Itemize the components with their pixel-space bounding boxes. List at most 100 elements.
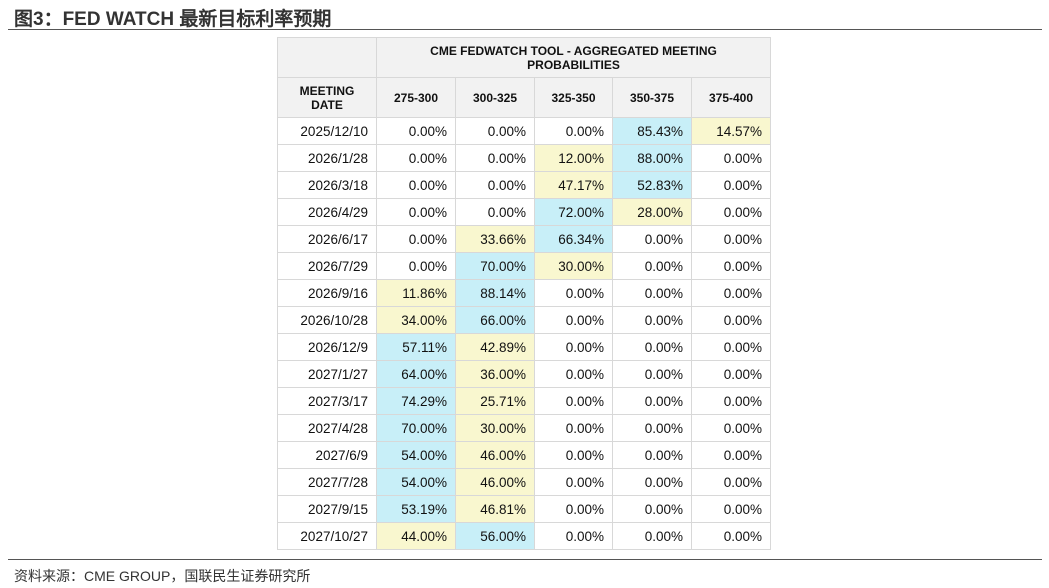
- probability-cell: 0.00%: [691, 495, 771, 523]
- meeting-date: 2027/7/28: [277, 468, 377, 496]
- probability-cell: 0.00%: [376, 171, 456, 199]
- data-row: 2027/6/9 54.00% 46.00% 0.00% 0.00% 0.00%: [277, 441, 771, 469]
- title: 图3：FED WATCH 最新目标利率预期: [14, 9, 332, 30]
- probability-cell: 42.89%: [455, 333, 535, 361]
- rule: [8, 559, 1042, 560]
- probability-cell: 0.00%: [455, 198, 535, 226]
- probability-cell: 0.00%: [455, 144, 535, 172]
- probability-cell: 70.00%: [376, 414, 456, 442]
- probability-cell: 0.00%: [691, 333, 771, 361]
- probability-table: CME FEDWATCH TOOL - AGGREGATED MEETING P…: [277, 37, 771, 550]
- source: 资料来源：CME GROUP，国联民生证券研究所: [14, 568, 311, 584]
- meeting-date: 2025/12/10: [277, 117, 377, 145]
- probability-cell: 0.00%: [534, 360, 613, 388]
- probability-cell: 33.66%: [455, 225, 535, 253]
- meeting-date: 2026/9/16: [277, 279, 377, 307]
- probability-cell: 0.00%: [534, 279, 613, 307]
- probability-cell: 0.00%: [455, 117, 535, 145]
- header-row: CME FEDWATCH TOOL - AGGREGATED MEETING P…: [277, 37, 771, 78]
- probability-cell: 0.00%: [376, 198, 456, 226]
- probability-cell: 0.00%: [691, 144, 771, 172]
- probability-cell: 66.34%: [534, 225, 613, 253]
- meeting-date: 2026/10/28: [277, 306, 377, 334]
- data-row: 2026/4/29 0.00% 0.00% 72.00% 28.00% 0.00%: [277, 198, 771, 226]
- probability-cell: 0.00%: [534, 387, 613, 415]
- column-header: 300-325: [455, 77, 535, 118]
- data-row: 2027/1/27 64.00% 36.00% 0.00% 0.00% 0.00%: [277, 360, 771, 388]
- probability-cell: 0.00%: [691, 171, 771, 199]
- probability-cell: 46.81%: [455, 495, 535, 523]
- probability-cell: 0.00%: [691, 387, 771, 415]
- probability-cell: 0.00%: [612, 522, 692, 550]
- data-row: 2027/10/27 44.00% 56.00% 0.00% 0.00% 0.00%: [277, 522, 771, 550]
- meeting-date: 2026/1/28: [277, 144, 377, 172]
- probability-cell: 52.83%: [612, 171, 692, 199]
- rule: [8, 29, 1042, 30]
- meeting-date: 2026/7/29: [277, 252, 377, 280]
- probability-cell: 0.00%: [612, 279, 692, 307]
- meeting-date: 2027/10/27: [277, 522, 377, 550]
- probability-cell: 0.00%: [612, 441, 692, 469]
- probability-cell: 72.00%: [534, 198, 613, 226]
- probability-cell: 0.00%: [534, 117, 613, 145]
- meeting-date: 2027/3/17: [277, 387, 377, 415]
- data-row: 2027/4/28 70.00% 30.00% 0.00% 0.00% 0.00%: [277, 414, 771, 442]
- data-row: 2027/9/15 53.19% 46.81% 0.00% 0.00% 0.00%: [277, 495, 771, 523]
- data-row: 2026/10/28 34.00% 66.00% 0.00% 0.00% 0.00%: [277, 306, 771, 334]
- probability-cell: 0.00%: [691, 279, 771, 307]
- probability-cell: 0.00%: [612, 333, 692, 361]
- meeting-date: 2026/4/29: [277, 198, 377, 226]
- meeting-date: 2026/6/17: [277, 225, 377, 253]
- meeting-date: 2027/1/27: [277, 360, 377, 388]
- probability-cell: 70.00%: [455, 252, 535, 280]
- probability-cell: 0.00%: [376, 225, 456, 253]
- column-header: 350-375: [612, 77, 692, 118]
- probability-cell: 0.00%: [691, 225, 771, 253]
- probability-cell: 44.00%: [376, 522, 456, 550]
- probability-cell: 53.19%: [376, 495, 456, 523]
- probability-cell: 0.00%: [455, 171, 535, 199]
- data-row: 2027/3/17 74.29% 25.71% 0.00% 0.00% 0.00%: [277, 387, 771, 415]
- data-row: 2027/7/28 54.00% 46.00% 0.00% 0.00% 0.00%: [277, 468, 771, 496]
- probability-cell: 36.00%: [455, 360, 535, 388]
- probability-cell: 0.00%: [612, 360, 692, 388]
- probability-cell: 0.00%: [534, 522, 613, 550]
- probability-cell: 28.00%: [612, 198, 692, 226]
- probability-cell: 66.00%: [455, 306, 535, 334]
- probability-cell: 88.14%: [455, 279, 535, 307]
- probability-cell: 0.00%: [534, 333, 613, 361]
- column-header: MEETING DATE: [277, 77, 377, 118]
- column-header: 325-350: [534, 77, 613, 118]
- probability-cell: 0.00%: [534, 414, 613, 442]
- probability-cell: 0.00%: [534, 468, 613, 496]
- meeting-date: 2026/12/9: [277, 333, 377, 361]
- data-row: 2026/12/9 57.11% 42.89% 0.00% 0.00% 0.00%: [277, 333, 771, 361]
- probability-cell: 0.00%: [612, 306, 692, 334]
- probability-cell: 0.00%: [612, 387, 692, 415]
- probability-cell: 57.11%: [376, 333, 456, 361]
- probability-cell: 47.17%: [534, 171, 613, 199]
- probability-cell: 46.00%: [455, 468, 535, 496]
- probability-cell: 0.00%: [691, 306, 771, 334]
- probability-cell: 54.00%: [376, 441, 456, 469]
- data-row: 2026/1/28 0.00% 0.00% 12.00% 88.00% 0.00%: [277, 144, 771, 172]
- probability-cell: 0.00%: [691, 360, 771, 388]
- probability-cell: 0.00%: [691, 468, 771, 496]
- caption: CME FEDWATCH TOOL - AGGREGATED MEETING P…: [376, 37, 771, 78]
- probability-cell: 0.00%: [376, 252, 456, 280]
- meeting-date: 2026/3/18: [277, 171, 377, 199]
- data-row: 2026/3/18 0.00% 0.00% 47.17% 52.83% 0.00%: [277, 171, 771, 199]
- data-row: 2026/6/17 0.00% 33.66% 66.34% 0.00% 0.00%: [277, 225, 771, 253]
- probability-cell: 0.00%: [612, 414, 692, 442]
- probability-cell: 54.00%: [376, 468, 456, 496]
- column-header: 275-300: [376, 77, 456, 118]
- meeting-date: 2027/4/28: [277, 414, 377, 442]
- probability-cell: 85.43%: [612, 117, 692, 145]
- probability-cell: 0.00%: [612, 495, 692, 523]
- probability-cell: 0.00%: [612, 468, 692, 496]
- probability-cell: 0.00%: [534, 495, 613, 523]
- probability-cell: 56.00%: [455, 522, 535, 550]
- probability-cell: 0.00%: [691, 252, 771, 280]
- probability-cell: 88.00%: [612, 144, 692, 172]
